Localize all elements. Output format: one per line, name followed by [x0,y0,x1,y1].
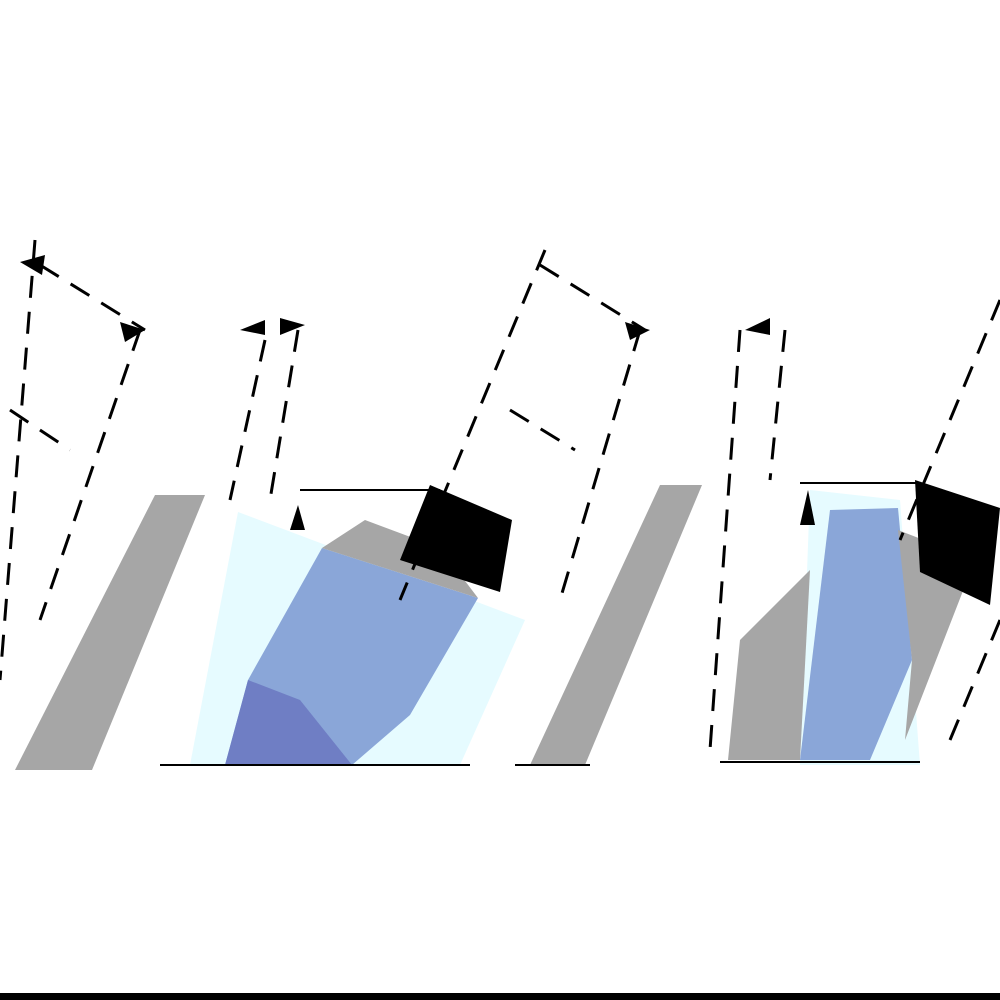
arrowhead-icon [240,320,265,335]
right-blue-panel [800,508,912,760]
right-gray-panel [728,570,810,760]
middle-gray-wedge [322,520,478,598]
middle-gray-band [530,485,702,765]
arrowhead-icon [290,505,305,530]
dashed-guide [0,239,37,681]
arrowhead-icon [625,322,650,340]
left-blue-shadow [225,680,352,765]
dashed-guide [9,408,71,452]
dashed-guide [898,299,1000,541]
arrowhead-icon [745,318,770,335]
arrowhead-icon [800,490,815,525]
dashed-guide [539,263,646,332]
arrowhead-icon [20,255,45,275]
arrowhead-icon [120,322,145,342]
dashed-guide [268,329,300,501]
dashed-guide [768,329,787,481]
bottom-bar [0,993,1000,1000]
dashed-guide [558,329,642,601]
dashed-guide [39,263,146,332]
dashed-guide [948,619,1000,741]
left-black-block [400,485,512,592]
dashed-guide [509,408,576,452]
right-black-block [915,480,1000,605]
dashed-guide [398,249,547,601]
arrowhead-icon [280,318,305,335]
dashed-guide [228,339,267,501]
dashed-guide [38,329,142,621]
left-gray-band [15,495,205,770]
